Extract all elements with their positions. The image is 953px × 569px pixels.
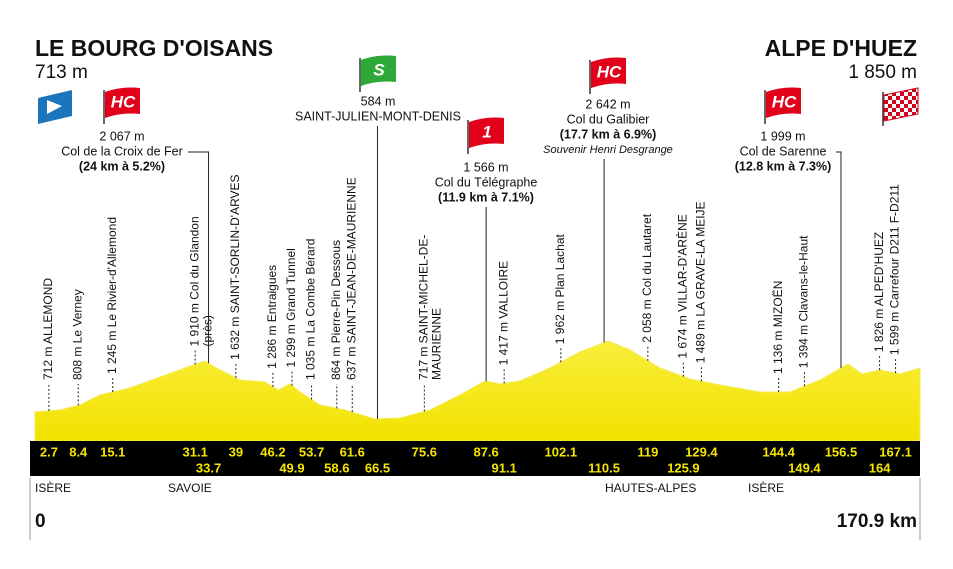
flag (766, 87, 801, 118)
km-label: 46.2 (260, 444, 285, 459)
km-label: 33.7 (196, 460, 221, 475)
climb-line (188, 151, 210, 364)
elevation-profile (34, 340, 921, 442)
climb-category: HC (597, 62, 622, 81)
km-label: 164 (869, 460, 891, 475)
place-label: 1 599 m Carrefour D211 F-D211 (888, 184, 902, 355)
climb-category: HC (111, 92, 136, 111)
km-label: 125.9 (667, 460, 700, 475)
climb-text: Col de la Croix de Fer (61, 144, 183, 158)
finish-altitude: 1 850 m (848, 62, 917, 83)
km-label: 156.5 (825, 444, 858, 459)
km-label: 87.6 (473, 444, 498, 459)
place-label: 2 058 m Col du Lautaret (640, 213, 654, 342)
place-label: 1 489 m LA GRAVE-LA MEIJE (694, 201, 708, 363)
place-label: 1 910 m Col du Glandon (187, 216, 201, 346)
km-label: 58.6 (324, 460, 349, 475)
km-label: 102.1 (545, 444, 578, 459)
flag (105, 87, 140, 118)
climb-text: Col du Galibier (567, 112, 650, 126)
climb-text: (24 km à 5.2%) (79, 159, 165, 173)
finish-name: ALPE D'HUEZ (765, 35, 917, 61)
climb-text: Col du Télégraphe (435, 175, 538, 189)
km-label: 53.7 (299, 444, 324, 459)
climb-text: SAINT-JULIEN-MONT-DENIS (295, 109, 461, 123)
place-label: 1 674 m VILLAR-D'ARÈNE (675, 214, 690, 358)
km-label: 15.1 (100, 444, 125, 459)
place-label: 1 962 m Plan Lachat (553, 233, 567, 344)
km-label: 167.1 (879, 444, 912, 459)
region: SAVOIE (168, 481, 212, 495)
climb-text: 1 566 m (463, 160, 508, 174)
place-label: 1 136 m MIZOËN (771, 281, 785, 374)
climb-text: 2 642 m (585, 97, 630, 111)
place-label: 717 m SAINT-MICHEL-DE- (417, 235, 431, 380)
place-label: 637 m SAINT-JEAN-DE-MAURIENNE (344, 177, 358, 380)
climb-category: HC (772, 92, 797, 111)
climb-text: 2 067 m (99, 129, 144, 143)
place-label: 1 632 m SAINT-SORLIN-D'ARVES (228, 174, 242, 359)
climb-text: 1 999 m (760, 129, 805, 143)
km-label: 61.6 (340, 444, 365, 459)
km-label: 91.1 (492, 460, 517, 475)
flag (361, 55, 396, 86)
place-label: MAURIENNE (430, 308, 444, 380)
place-label: 1 394 m Clavans-le-Haut (797, 235, 811, 368)
place-label: 808 m Le Verney (70, 289, 84, 380)
region: HAUTES-ALPES (605, 481, 696, 495)
climb-line (836, 151, 842, 369)
km-label: 49.9 (279, 460, 304, 475)
place-label: 864 m Pierre-Pin Dessous (329, 240, 343, 380)
distance-end: 170.9 km (837, 511, 917, 532)
place-label: 1 417 m VALLOIRE (496, 261, 510, 366)
place-label: 1 245 m Le Rivier-d'Allemond (105, 217, 119, 374)
climb-text: (17.7 km à 6.9%) (560, 127, 657, 141)
km-label: 8.4 (69, 444, 88, 459)
climb-text: Col de Sarenne (740, 144, 827, 158)
climb-category: 1 (482, 122, 491, 141)
km-label: 2.7 (40, 444, 58, 459)
climb-text: Souvenir Henri Desgrange (543, 144, 673, 156)
place-label: 1 299 m Grand Tunnel (284, 248, 298, 367)
km-label: 149.4 (788, 460, 821, 475)
climb-category: S (373, 60, 385, 79)
flag (591, 57, 626, 88)
place-label: 1 035 m La Combe Bérard (304, 239, 318, 380)
place-label: 1 826 m ALPED'HUEZ (872, 232, 886, 352)
place-label: 712 m ALLEMOND (41, 278, 55, 380)
km-label: 129.4 (685, 444, 718, 459)
km-label: 75.6 (412, 444, 437, 459)
km-label: 66.5 (365, 460, 390, 475)
region: ISÈRE (748, 480, 784, 495)
km-label: 144.4 (762, 444, 795, 459)
km-label: 39 (229, 444, 243, 459)
distance-start: 0 (35, 511, 46, 532)
flag (469, 117, 504, 148)
km-label: 31.1 (183, 444, 208, 459)
region: ISÈRE (35, 480, 71, 495)
km-label: 110.5 (588, 460, 620, 475)
km-band (30, 441, 920, 476)
climb-text: (11.9 km à 7.1%) (438, 190, 534, 204)
finish-flag (882, 87, 919, 126)
start-flag (38, 90, 72, 124)
climb-text: 584 m (361, 94, 396, 108)
place-label: 1 286 m Entraigues (265, 265, 279, 369)
place-label: (près) (200, 315, 214, 346)
start-name: LE BOURG D'OISANS (35, 35, 273, 61)
km-label: 119 (637, 444, 658, 459)
climb-text: (12.8 km à 7.3%) (735, 159, 832, 173)
start-altitude: 713 m (35, 62, 88, 83)
